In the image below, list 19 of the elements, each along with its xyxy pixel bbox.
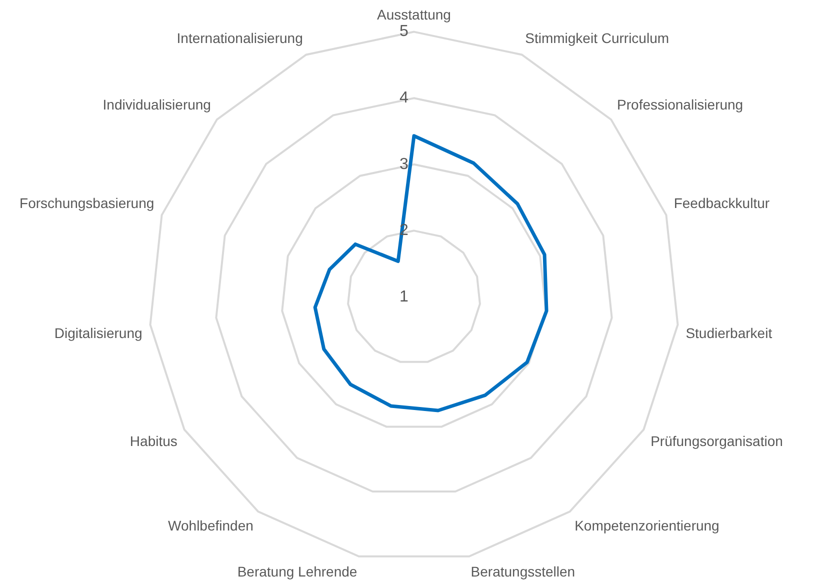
- spoke-label: Professionalisierung: [617, 96, 744, 113]
- spoke-label: Individualisierung: [102, 96, 211, 113]
- spoke-label: Digitalisierung: [54, 324, 142, 341]
- spoke-label: Feedbackkultur: [674, 195, 770, 212]
- y-tick-label: 3: [400, 156, 409, 173]
- spoke-label: Internationalisierung: [176, 30, 303, 46]
- spoke-label: Ausstattung: [377, 6, 451, 22]
- y-tick-label: 5: [400, 23, 409, 40]
- spoke-label: Beratungsstellen: [470, 563, 576, 580]
- spoke-label: Studierbarkeit: [686, 324, 772, 341]
- spoke-label: Kompetenzorientierung: [574, 517, 720, 534]
- spoke-label: Forschungsbasierung: [20, 195, 154, 212]
- y-tick-label: 4: [400, 90, 409, 107]
- spoke-label: Wohlbefinden: [168, 517, 254, 534]
- spoke-label: Beratung Lehrende: [237, 563, 358, 580]
- spoke-label: Stimmigkeit Curriculum: [525, 30, 670, 46]
- spoke-label: Habitus: [130, 432, 178, 449]
- spoke-label: Prüfungsorganisation: [650, 432, 783, 449]
- y-tick-label: 1: [400, 288, 409, 306]
